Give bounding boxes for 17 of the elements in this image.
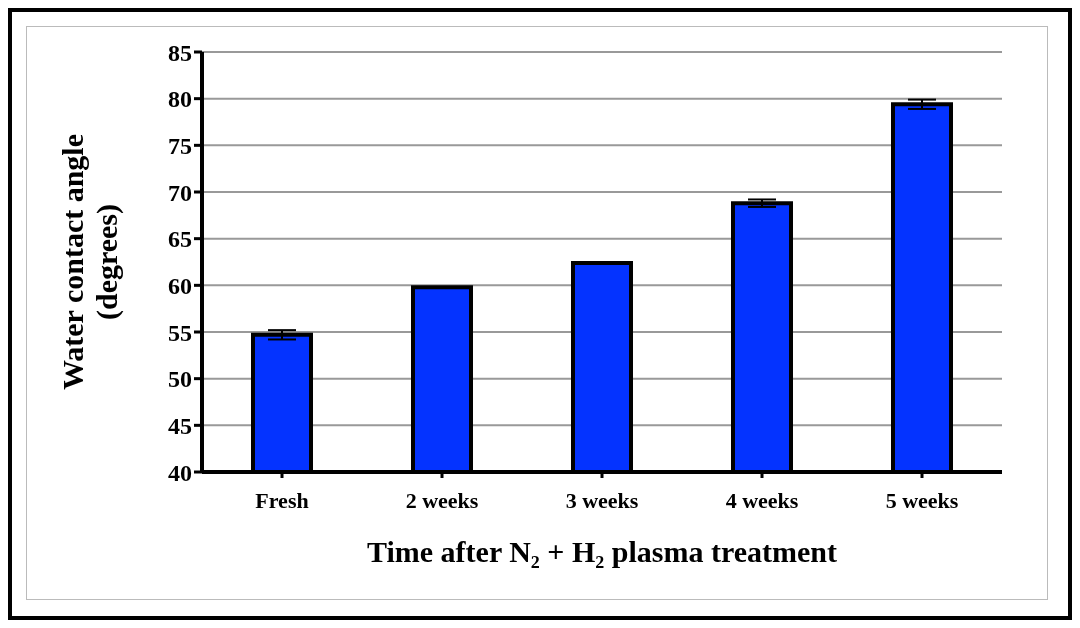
y-tick-label: 55 bbox=[168, 319, 192, 346]
y-tick-label: 75 bbox=[168, 132, 192, 159]
x-tick-label: 4 weeks bbox=[725, 487, 799, 513]
x-tick-label: 5 weeks bbox=[885, 487, 959, 513]
y-tick-label: 50 bbox=[168, 366, 192, 393]
x-tick-label: 2 weeks bbox=[405, 487, 479, 513]
y-tick-label: 80 bbox=[168, 86, 192, 113]
x-tick-label: Fresh bbox=[255, 487, 309, 513]
y-tick-label: 60 bbox=[168, 272, 192, 299]
y-tick-label: 70 bbox=[168, 179, 192, 206]
y-tick-label: 65 bbox=[168, 226, 192, 253]
y-tick-label: 85 bbox=[168, 39, 192, 66]
y-axis-title: Water contact angle (degrees) bbox=[56, 133, 124, 391]
y-tick-label: 40 bbox=[168, 459, 192, 486]
x-tick-label: 3 weeks bbox=[565, 487, 639, 513]
y-tick-label: 45 bbox=[168, 412, 192, 439]
x-axis-title: Time after N₂ + H₂ plasma treatment bbox=[367, 535, 837, 568]
